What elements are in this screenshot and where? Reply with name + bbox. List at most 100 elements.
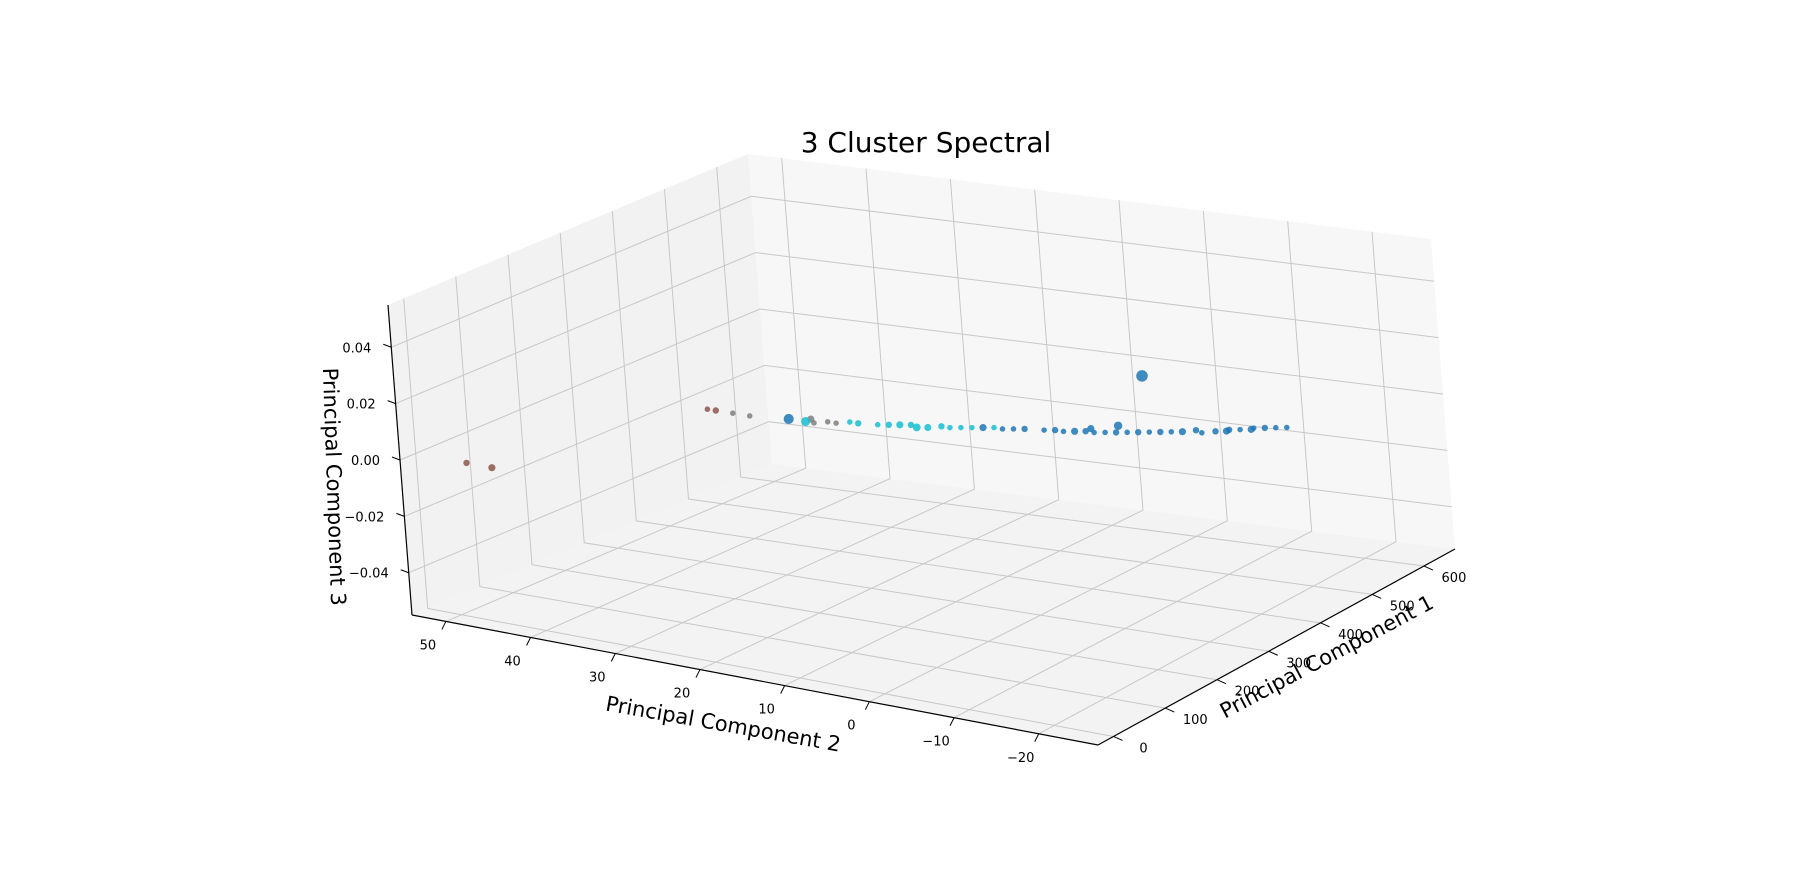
grid-line-y (445, 158, 807, 622)
data-point (1212, 428, 1219, 435)
y-tick-label: −20 (1007, 751, 1034, 766)
grid-lines (391, 158, 1452, 737)
grid-line-z (391, 195, 1435, 348)
data-point (1273, 424, 1279, 431)
y-tick-mark (864, 701, 870, 710)
x-axis-line (1097, 548, 1456, 746)
y-tick-label: 50 (420, 638, 437, 653)
x-tick-mark (1113, 736, 1123, 741)
data-point (704, 406, 711, 412)
data-point (991, 424, 997, 431)
x-tick-label: 100 (1183, 713, 1208, 728)
data-point (488, 464, 496, 472)
tick-labels: 0 100 200 300 400 500 600 −20 −10 0 10 20 30 40 50 −0.0… (342, 341, 1466, 765)
grid-line-y (784, 200, 1144, 687)
z-tick-mark (391, 456, 401, 461)
x-tick-label: 0 (1139, 741, 1147, 756)
data-point (1041, 427, 1047, 433)
data-point (938, 423, 945, 430)
data-point (824, 419, 831, 425)
data-point (1261, 424, 1269, 432)
z-tick-label: −0.04 (349, 567, 389, 582)
grid-line-y (869, 210, 1228, 703)
data-point (1157, 428, 1164, 436)
data-point (1091, 429, 1097, 436)
grid-line-z (404, 364, 1448, 517)
data-point (1199, 430, 1205, 436)
data-point (1113, 421, 1123, 431)
x-tick-mark (1216, 679, 1227, 685)
data-point (1168, 429, 1175, 435)
data-point (1124, 429, 1130, 436)
data-point (999, 426, 1006, 432)
z-tick-mark (396, 512, 405, 517)
data-point (811, 420, 817, 426)
y-tick-label: −10 (922, 735, 949, 750)
y-tick-mark (1034, 733, 1040, 742)
y-axis-line (411, 614, 1099, 746)
data-point (783, 413, 794, 424)
data-point (1021, 425, 1028, 433)
data-point (969, 424, 975, 431)
x-tick-mark (1372, 593, 1382, 599)
data-point (947, 424, 953, 431)
grid-line-z (408, 421, 1452, 574)
x-tick-mark (1165, 707, 1175, 713)
data-point (958, 424, 964, 431)
data-point (1082, 428, 1089, 435)
data-point (912, 423, 921, 432)
data-point (855, 420, 862, 427)
x-tick-mark (1268, 650, 1278, 656)
z-tick-mark (400, 569, 409, 574)
data-point (907, 421, 915, 429)
data-point (847, 419, 853, 425)
data-point (1247, 425, 1255, 433)
grid-line-z (399, 308, 1444, 461)
x-tick-label: 500 (1390, 599, 1415, 614)
z-tick-label: 0.04 (342, 341, 371, 356)
z-axis-label: Principal Component 3 (318, 367, 350, 606)
y-axis-label: Principal Component 2 (604, 692, 843, 757)
data-point (801, 416, 811, 427)
x-tick-label: 600 (1442, 571, 1467, 586)
data-point (1112, 429, 1120, 436)
z-tick-label: −0.02 (345, 510, 385, 525)
data-point (730, 410, 736, 416)
x-tick-label: 200 (1235, 685, 1260, 700)
data-point (874, 421, 881, 428)
axis-lines (383, 304, 1456, 746)
data-point (1136, 370, 1148, 382)
z-tick-label: 0.02 (347, 398, 376, 413)
data-point (1237, 426, 1243, 433)
data-point (1178, 428, 1186, 436)
data-point (896, 421, 904, 429)
grid-line-y (953, 221, 1313, 719)
data-point (1010, 426, 1017, 432)
z-tick-mark (383, 343, 392, 348)
data-point (1071, 427, 1079, 435)
z-tick-mark (387, 400, 396, 405)
y-tick-label: 40 (504, 654, 521, 669)
data-point (1192, 427, 1200, 434)
data-point (924, 423, 932, 432)
data-point (1060, 428, 1067, 435)
y-tick-label: 10 (758, 703, 775, 718)
data-point (463, 459, 470, 467)
y-tick-mark (441, 621, 447, 630)
x-tick-label: 400 (1338, 628, 1363, 643)
z-tick-label: 0.00 (351, 454, 380, 469)
y-tick-mark (695, 669, 701, 678)
grid-line-z (395, 252, 1439, 405)
data-point (1102, 429, 1108, 436)
data-point (712, 407, 719, 414)
data-point (833, 420, 839, 426)
data-point (885, 421, 892, 428)
data-point (1284, 424, 1290, 431)
data-point (1222, 427, 1231, 435)
y-tick-mark (610, 653, 616, 662)
chart-title: 3 Cluster Spectral (801, 126, 1052, 159)
data-point (979, 424, 987, 432)
data-points (463, 370, 1290, 472)
y-tick-label: 30 (589, 671, 606, 686)
